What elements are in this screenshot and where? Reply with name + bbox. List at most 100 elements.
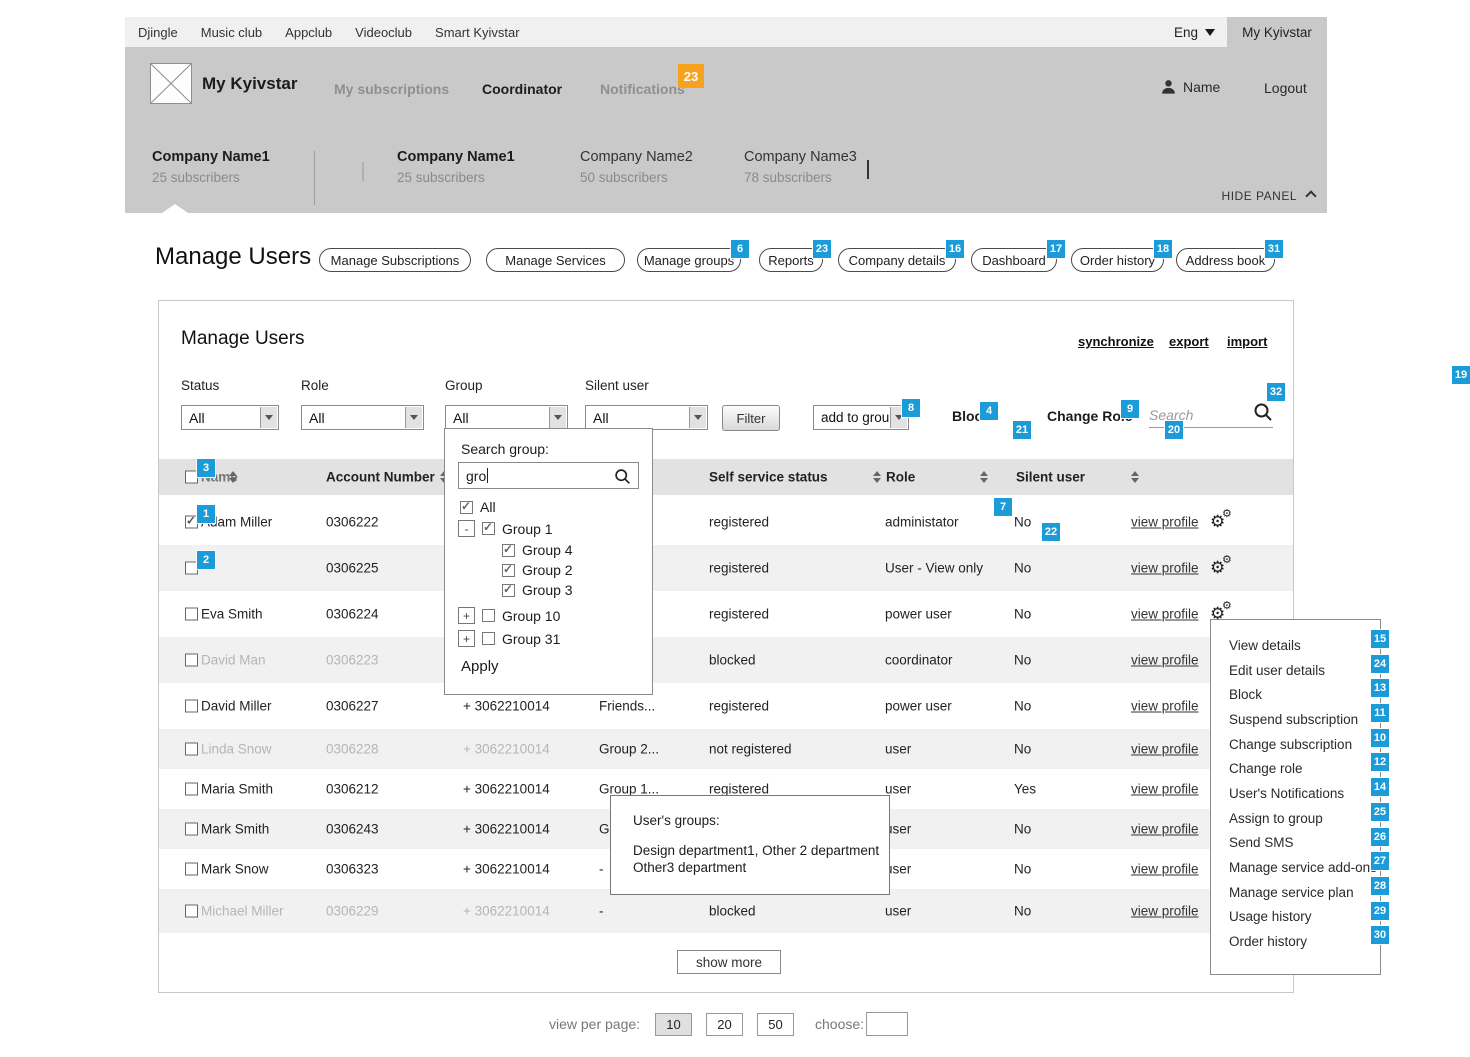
sort-icon[interactable] — [1131, 471, 1139, 483]
menu-item-order-history[interactable]: Order history 30 — [1211, 926, 1389, 954]
view-profile-link[interactable]: view profile — [1131, 821, 1199, 837]
view-profile-link[interactable]: view profile — [1131, 560, 1199, 576]
view-profile-link[interactable]: view profile — [1131, 514, 1199, 530]
view-profile-link[interactable]: view profile — [1131, 606, 1199, 622]
hide-panel-button[interactable]: HIDE PANEL — [1222, 189, 1317, 203]
view-profile-link[interactable]: view profile — [1131, 861, 1199, 877]
apply-button[interactable]: Apply — [461, 658, 499, 675]
address-book-button[interactable]: Address book 31 — [1176, 240, 1283, 272]
settings-gear-icon[interactable]: ⚙⚙ — [1210, 508, 1232, 531]
language-selector[interactable]: Eng — [1174, 17, 1215, 47]
checkbox[interactable] — [482, 520, 495, 535]
row-checkbox[interactable]: ✓ — [185, 782, 198, 796]
filter-button[interactable]: Filter — [722, 405, 780, 431]
checkbox[interactable] — [482, 609, 495, 622]
per-page-10-button[interactable]: 10 — [655, 1013, 692, 1036]
menu-item-view-details[interactable]: View details 15 — [1211, 630, 1389, 658]
select-all-checkbox[interactable]: ✓ — [185, 470, 198, 484]
row-checkbox[interactable]: ✓ — [185, 699, 198, 713]
top-link-djingle[interactable]: Djingle — [138, 24, 178, 40]
row-checkbox[interactable]: ✓ — [185, 822, 198, 836]
row-checkbox[interactable]: ✓ — [185, 653, 198, 667]
sort-icon[interactable] — [980, 471, 988, 483]
group-tree-child[interactable]: Group 3 — [502, 582, 573, 598]
manage-groups-button[interactable]: Manage groups 6 — [637, 240, 749, 272]
view-profile-link[interactable]: view profile — [1131, 652, 1199, 668]
menu-item-manage-service-plan[interactable]: Manage service plan 28 — [1211, 876, 1389, 905]
collapse-icon[interactable]: - — [458, 520, 475, 537]
import-link[interactable]: import — [1227, 334, 1268, 349]
reports-button[interactable]: Reports 23 — [759, 240, 831, 272]
portal-tab-my-kyivstar[interactable]: My Kyivstar — [1227, 17, 1327, 47]
dashboard-button[interactable]: Dashboard 17 — [971, 240, 1065, 272]
view-profile-link[interactable]: view profile — [1131, 741, 1199, 757]
carousel-company-3[interactable]: Company Name3 78 subscribers — [744, 149, 857, 185]
company-details-button[interactable]: Company details 16 — [838, 240, 964, 272]
carousel-prev-icon[interactable] — [362, 162, 364, 181]
group-tree-child[interactable]: Group 2 — [502, 562, 573, 578]
export-link[interactable]: export — [1169, 334, 1209, 349]
choose-per-page-input[interactable] — [866, 1012, 908, 1036]
col-account-number[interactable]: Account Number — [326, 469, 435, 485]
search-group-input[interactable]: gro — [458, 462, 639, 489]
menu-item-suspend-subscription[interactable]: Suspend subscription 11 — [1211, 704, 1389, 732]
sort-icon[interactable] — [229, 471, 237, 483]
group-tree-item-all[interactable]: All — [460, 499, 496, 515]
checkbox[interactable] — [482, 632, 495, 645]
settings-gear-icon[interactable]: ⚙⚙ — [1210, 554, 1232, 577]
top-link-videoclub[interactable]: Videoclub — [355, 24, 413, 40]
menu-item-assign-to-group[interactable]: Assign to group 25 — [1211, 802, 1389, 831]
manage-services-button[interactable]: Manage Services — [486, 248, 625, 272]
checkbox[interactable] — [460, 499, 473, 514]
user-menu[interactable]: Name — [1160, 78, 1220, 95]
group-tree-item[interactable]: - Group 1 — [458, 520, 553, 537]
settings-gear-icon[interactable]: ⚙⚙ — [1210, 600, 1232, 623]
search-icon[interactable] — [1253, 402, 1273, 422]
status-select[interactable]: All — [181, 405, 279, 430]
group-select[interactable]: All — [445, 405, 568, 430]
nav-notifications[interactable]: Notifications — [600, 81, 685, 97]
col-self-service-status[interactable]: Self service status — [709, 469, 828, 485]
logout-link[interactable]: Logout — [1264, 80, 1307, 96]
checkbox[interactable] — [502, 542, 515, 557]
row-checkbox[interactable]: ✓ — [185, 862, 198, 876]
row-checkbox[interactable]: ✓ — [185, 607, 198, 621]
menu-item-change-role[interactable]: Change role 12 — [1211, 753, 1389, 781]
role-select[interactable]: All — [301, 405, 424, 430]
menu-item-users-notifications[interactable]: User's Notifications 14 — [1211, 778, 1389, 806]
menu-item-send-sms[interactable]: Send SMS 26 — [1211, 827, 1389, 856]
silent-user-select[interactable]: All — [585, 405, 708, 430]
per-page-50-button[interactable]: 50 — [757, 1013, 794, 1036]
change-role-action[interactable]: Change Role — [1047, 408, 1133, 424]
group-tree-child[interactable]: Group 4 — [502, 542, 573, 558]
checkbox[interactable] — [502, 562, 515, 577]
nav-my-subscriptions[interactable]: My subscriptions — [334, 81, 450, 97]
show-more-button[interactable]: show more — [677, 950, 781, 974]
menu-item-block[interactable]: Block 13 — [1211, 679, 1389, 707]
carousel-next-icon[interactable] — [867, 160, 869, 179]
menu-item-manage-service-add-ons[interactable]: Manage service add-ons 27 — [1211, 852, 1389, 880]
top-link-music-club[interactable]: Music club — [200, 24, 263, 40]
top-link-appclub[interactable]: Appclub — [285, 24, 333, 40]
group-tree-item[interactable]: + Group 10 — [458, 607, 560, 624]
add-to-group-select[interactable]: add to group — [813, 405, 909, 430]
order-history-button[interactable]: Order history 18 — [1071, 240, 1172, 272]
per-page-20-button[interactable]: 20 — [706, 1013, 743, 1036]
manage-subscriptions-button[interactable]: Manage Subscriptions — [319, 248, 471, 272]
group-tree-item[interactable]: + Group 31 — [458, 630, 560, 647]
menu-item-change-subscription[interactable]: Change subscription 10 — [1211, 728, 1389, 757]
row-checkbox[interactable]: ✓ — [185, 742, 198, 756]
nav-coordinator[interactable]: Coordinator — [482, 81, 563, 97]
carousel-company-2[interactable]: Company Name2 50 subscribers — [580, 149, 693, 185]
synchronize-link[interactable]: synchronize — [1078, 334, 1154, 349]
col-silent-user[interactable]: Silent user — [1016, 469, 1086, 485]
row-checkbox[interactable]: ✓ — [185, 904, 198, 918]
top-link-smart-kyivstar[interactable]: Smart Kyivstar — [435, 24, 520, 40]
checkbox[interactable] — [502, 582, 515, 597]
menu-item-edit-user-details[interactable]: Edit user details 24 — [1211, 654, 1389, 683]
search-icon[interactable] — [614, 468, 631, 485]
carousel-company-1[interactable]: Company Name1 25 subscribers — [397, 149, 515, 185]
expand-icon[interactable]: + — [458, 607, 475, 624]
view-profile-link[interactable]: view profile — [1131, 781, 1199, 797]
view-profile-link[interactable]: view profile — [1131, 903, 1199, 919]
